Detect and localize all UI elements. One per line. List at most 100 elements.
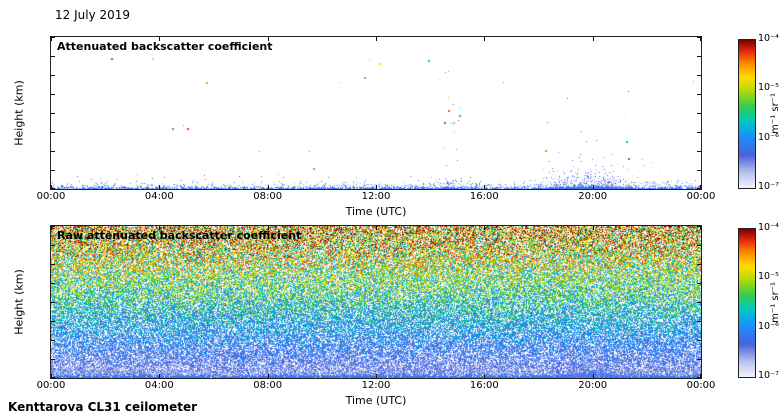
x-tick-label: 04:00 bbox=[144, 191, 174, 202]
x-tick-mark bbox=[51, 37, 52, 41]
colorbar-tick-label: 10⁻⁵ bbox=[758, 82, 779, 94]
x-tick-mark bbox=[159, 185, 160, 189]
x-tick-mark bbox=[484, 37, 485, 41]
x-tick-label: 12:00 bbox=[361, 380, 391, 391]
instrument-label: Kenttarova CL31 ceilometer bbox=[8, 400, 198, 414]
y-tick-mark bbox=[51, 245, 55, 246]
x-tick-mark bbox=[268, 226, 269, 230]
colorbar-unit-text: m⁻¹ sr⁻¹ bbox=[770, 92, 780, 134]
colorbar bbox=[738, 228, 756, 378]
y-tick-mark bbox=[697, 56, 701, 57]
y-tick-mark bbox=[51, 188, 55, 189]
x-tick-label: 00:00 bbox=[36, 380, 66, 391]
attenuated-backscatter-heatmap bbox=[51, 37, 701, 189]
y-tick-mark bbox=[697, 170, 701, 171]
y-tick-mark bbox=[697, 245, 701, 246]
y-tick-mark bbox=[51, 283, 55, 284]
x-tick-mark bbox=[700, 226, 701, 230]
colorbar-tick-label: 10⁻⁶ bbox=[758, 320, 779, 332]
x-tick-label: 08:00 bbox=[253, 191, 283, 202]
x-tick-mark bbox=[159, 226, 160, 230]
x-tick-mark bbox=[159, 37, 160, 41]
x-tick-mark bbox=[268, 374, 269, 378]
y-tick-mark bbox=[51, 37, 55, 38]
y-tick-mark bbox=[697, 377, 701, 378]
x-tick-mark bbox=[700, 37, 701, 41]
y-tick-mark bbox=[51, 170, 55, 171]
y-tick-mark bbox=[51, 226, 55, 227]
x-tick-mark bbox=[376, 185, 377, 189]
colorbar-ticks: 10⁻⁴ 10⁻⁵ 10⁻⁶ 10⁻⁷ bbox=[758, 33, 780, 192]
x-tick-mark bbox=[484, 226, 485, 230]
colorbar-tick-label: 10⁻⁵ bbox=[758, 271, 779, 283]
y-tick-mark bbox=[697, 226, 701, 227]
colorbar-tick-label: 10⁻⁷ bbox=[758, 370, 779, 381]
x-axis-label: Time (UTC) bbox=[345, 394, 407, 407]
raw-attenuated-backscatter-panel: Raw attenuated backscatter coefficient H… bbox=[13, 222, 780, 407]
colorbar-tick-label: 10⁻⁴ bbox=[758, 222, 779, 233]
x-tick-mark bbox=[376, 374, 377, 378]
y-tick-mark bbox=[697, 37, 701, 38]
y-tick-mark bbox=[697, 75, 701, 76]
x-tick-mark bbox=[484, 374, 485, 378]
y-tick-mark bbox=[51, 132, 55, 133]
colorbar-unit-label: m⁻¹ sr⁻¹ bbox=[770, 39, 780, 187]
y-tick-mark bbox=[51, 75, 55, 76]
y-tick-mark bbox=[697, 340, 701, 341]
colorbar-tick-label: 10⁻⁶ bbox=[758, 131, 779, 143]
y-tick-mark bbox=[51, 302, 55, 303]
x-tick-label: 04:00 bbox=[144, 380, 174, 391]
x-tick-label: 00:00 bbox=[36, 191, 66, 202]
x-tick-label: 00:00 bbox=[686, 191, 716, 202]
y-tick-mark bbox=[51, 151, 55, 152]
x-tick-mark bbox=[593, 226, 594, 230]
y-tick-mark bbox=[51, 264, 55, 265]
y-tick-mark bbox=[697, 302, 701, 303]
x-tick-label: 20:00 bbox=[578, 380, 608, 391]
y-tick-mark bbox=[51, 340, 55, 341]
y-tick-mark bbox=[51, 94, 55, 95]
x-tick-mark bbox=[51, 374, 52, 378]
x-tick-label: 08:00 bbox=[253, 380, 283, 391]
x-tick-mark bbox=[593, 185, 594, 189]
x-tick-label: 12:00 bbox=[361, 191, 391, 202]
y-tick-mark bbox=[697, 188, 701, 189]
y-axis-label: Height (km) bbox=[12, 269, 26, 335]
colorbar-gradient bbox=[739, 40, 755, 188]
y-tick-mark bbox=[51, 321, 55, 322]
x-tick-mark bbox=[159, 374, 160, 378]
y-tick-mark bbox=[697, 283, 701, 284]
y-tick-mark bbox=[51, 359, 55, 360]
y-tick-mark bbox=[51, 113, 55, 114]
x-tick-label: 20:00 bbox=[578, 191, 608, 202]
plot-title: Raw attenuated backscatter coefficient bbox=[57, 229, 302, 242]
x-tick-label: 00:00 bbox=[686, 380, 716, 391]
x-tick-mark bbox=[593, 374, 594, 378]
x-tick-mark bbox=[376, 37, 377, 41]
colorbar-unit-text: m⁻¹ sr⁻¹ bbox=[770, 281, 780, 323]
y-tick-mark bbox=[51, 56, 55, 57]
x-tick-label: 16:00 bbox=[469, 191, 499, 202]
y-tick-mark bbox=[697, 113, 701, 114]
colorbar-gradient bbox=[739, 229, 755, 377]
x-tick-mark bbox=[593, 37, 594, 41]
x-tick-mark bbox=[700, 185, 701, 189]
x-tick-mark bbox=[700, 374, 701, 378]
colorbar bbox=[738, 39, 756, 189]
x-axis-label: Time (UTC) bbox=[345, 205, 407, 218]
x-tick-mark bbox=[51, 185, 52, 189]
y-axis-label: Height (km) bbox=[12, 80, 26, 146]
y-tick-mark bbox=[697, 132, 701, 133]
x-tick-mark bbox=[268, 37, 269, 41]
y-tick-mark bbox=[51, 377, 55, 378]
attenuated-backscatter-panel: Attenuated backscatter coefficient Heigh… bbox=[13, 33, 780, 218]
x-tick-mark bbox=[376, 226, 377, 230]
y-tick-mark bbox=[697, 359, 701, 360]
colorbar-tick-label: 10⁻⁷ bbox=[758, 181, 779, 192]
y-tick-mark bbox=[697, 151, 701, 152]
colorbar-unit-label: m⁻¹ sr⁻¹ bbox=[770, 228, 780, 376]
x-tick-mark bbox=[484, 185, 485, 189]
date-label: 12 July 2019 bbox=[55, 8, 131, 22]
colorbar-tick-label: 10⁻⁴ bbox=[758, 33, 779, 44]
